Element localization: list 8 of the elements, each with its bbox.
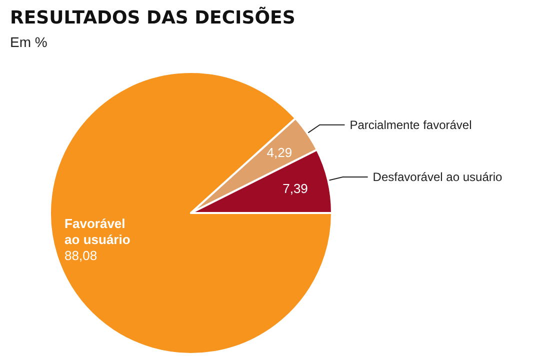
slice-label: Parcialmente favorável [350, 118, 472, 132]
chart-title: RESULTADOS DAS DECISÕES [10, 6, 296, 28]
slice-label: Favorável ao usuário [64, 216, 130, 247]
data-label: 7,39 [282, 180, 308, 196]
data-label: 4,29 [266, 144, 292, 160]
slice-label: Desfavorável ao usuário [372, 170, 503, 184]
chart-subtitle: Em % [10, 34, 48, 50]
data-label: 88,08 [64, 248, 98, 263]
